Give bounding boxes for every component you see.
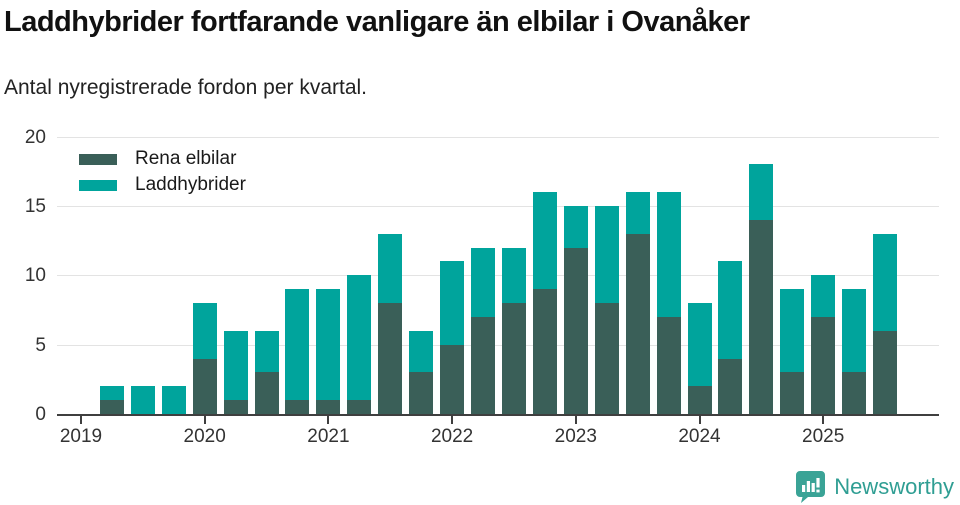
x-axis-line: [57, 414, 939, 416]
gridline-y5: [57, 344, 939, 346]
y-axis-tick-label: 20: [24, 126, 46, 148]
legend-swatch-laddhybrider: [79, 179, 117, 191]
bar-segment-laddhybrider: [501, 247, 526, 304]
bar-segment-rena-elbilar: [563, 247, 588, 414]
bar-segment-rena-elbilar: [811, 316, 836, 414]
bar-segment-rena-elbilar: [625, 233, 650, 414]
bar-segment-laddhybrider: [532, 192, 557, 290]
gridline-y20: [57, 136, 939, 138]
x-axis-tick: [327, 416, 330, 424]
newsworthy-logo-icon: [796, 471, 826, 503]
bar-segment-laddhybrider: [471, 247, 496, 317]
bar-segment-laddhybrider: [780, 289, 805, 373]
y-axis-tick-label: 10: [24, 265, 46, 287]
bar-segment-rena-elbilar: [254, 372, 279, 414]
bar-segment-rena-elbilar: [316, 400, 341, 414]
x-axis-tick-label: 2021: [307, 426, 350, 447]
brand-name: Newsworthy: [834, 473, 954, 499]
bar-segment-rena-elbilar: [594, 303, 619, 414]
x-axis-tick-label: 2025: [802, 426, 845, 447]
bar-segment-laddhybrider: [347, 275, 372, 401]
bar-segment-rena-elbilar: [687, 386, 712, 414]
bar-segment-rena-elbilar: [192, 358, 217, 414]
bar-segment-rena-elbilar: [718, 358, 743, 414]
x-axis-tick: [574, 416, 577, 424]
bar-segment-laddhybrider: [378, 233, 403, 304]
bar-segment-laddhybrider: [594, 205, 619, 304]
bar-segment-rena-elbilar: [440, 344, 465, 414]
bar-segment-rena-elbilar: [532, 289, 557, 414]
x-axis-tick: [451, 416, 454, 424]
legend-label: Laddhybrider: [135, 174, 246, 195]
bar-segment-laddhybrider: [130, 386, 155, 414]
newsworthy-brand[interactable]: Newsworthy: [795, 470, 954, 503]
bar-segment-laddhybrider: [254, 330, 279, 373]
page-title: Laddhybrider fortfarande vanligare än el…: [4, 6, 750, 38]
gridline-y10: [57, 275, 939, 277]
bar-segment-rena-elbilar: [99, 400, 124, 414]
y-axis-tick-label: 0: [35, 404, 46, 425]
bar-segment-rena-elbilar: [285, 400, 310, 414]
bar-segment-laddhybrider: [161, 386, 186, 414]
chart-legend: Rena elbilar Laddhybrider: [79, 146, 246, 198]
x-axis-tick: [698, 416, 701, 424]
bar-segment-laddhybrider: [223, 330, 248, 401]
legend-label: Rena elbilar: [135, 148, 237, 169]
bar-segment-laddhybrider: [811, 275, 836, 317]
bar-segment-laddhybrider: [285, 289, 310, 401]
legend-swatch-rena-elbilar: [79, 153, 117, 165]
bar-segment-rena-elbilar: [223, 400, 248, 414]
bar-segment-rena-elbilar: [347, 400, 372, 414]
bar-segment-laddhybrider: [687, 303, 712, 387]
legend-item-rena-elbilar: Rena elbilar: [79, 146, 246, 172]
bar-segment-rena-elbilar: [501, 303, 526, 414]
bar-segment-laddhybrider: [749, 164, 774, 220]
x-axis-tick-label: 2024: [678, 426, 721, 447]
bar-segment-rena-elbilar: [409, 372, 434, 414]
bar-segment-rena-elbilar: [749, 219, 774, 414]
page-subtitle: Antal nyregistrerade fordon per kvartal.: [4, 76, 368, 99]
x-axis-tick: [203, 416, 206, 424]
x-axis-tick: [80, 416, 82, 424]
bar-segment-rena-elbilar: [842, 372, 867, 414]
bar-segment-laddhybrider: [409, 330, 434, 373]
bar-segment-laddhybrider: [625, 192, 650, 234]
bar-segment-laddhybrider: [99, 386, 124, 401]
bar-segment-laddhybrider: [656, 192, 681, 317]
gridline-y15: [57, 205, 939, 207]
bar-segment-laddhybrider: [718, 261, 743, 359]
x-axis-tick-label: 2020: [183, 426, 226, 447]
bar-segment-laddhybrider: [192, 303, 217, 359]
legend-item-laddhybrider: Laddhybrider: [79, 172, 246, 198]
x-axis-tick-label: 2019: [59, 426, 103, 447]
bar-segment-laddhybrider: [563, 205, 588, 248]
x-axis-tick-label: 2022: [430, 426, 474, 447]
y-axis-tick-label: 15: [24, 195, 46, 217]
bar-segment-laddhybrider: [440, 261, 465, 345]
bar-segment-rena-elbilar: [378, 303, 403, 414]
x-axis-tick-label: 2023: [554, 426, 597, 447]
x-axis-tick: [822, 416, 825, 424]
bar-segment-laddhybrider: [842, 289, 867, 373]
y-axis-tick-label: 5: [35, 334, 46, 356]
bar-segment-rena-elbilar: [471, 316, 496, 414]
bar-segment-rena-elbilar: [656, 316, 681, 414]
bar-segment-rena-elbilar: [873, 330, 898, 414]
bar-segment-rena-elbilar: [780, 372, 805, 414]
bar-segment-laddhybrider: [316, 289, 341, 401]
bar-segment-laddhybrider: [873, 233, 898, 331]
